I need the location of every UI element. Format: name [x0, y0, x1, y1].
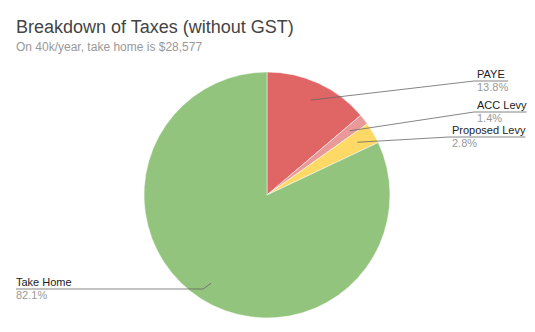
slice-value-label: 13.8%	[477, 81, 508, 93]
slice-label: PAYE	[477, 68, 505, 80]
leader-line	[16, 283, 211, 289]
slice-label: Take Home	[16, 276, 72, 288]
slices	[144, 72, 390, 318]
slice-value-label: 2.8%	[452, 137, 477, 149]
leader-line	[357, 137, 525, 142]
leader-line	[311, 81, 508, 100]
subtitle: On 40k/year, take home is $28,577	[16, 40, 202, 54]
slice-label: Proposed Levy	[452, 124, 526, 136]
chart-container: Breakdown of Taxes (without GST) On 40k/y…	[0, 0, 535, 332]
title: Breakdown of Taxes (without GST)	[16, 17, 294, 37]
data-labels: PAYE13.8% ACC Levy1.4%Proposed Levy2.8% Ta…	[16, 68, 527, 301]
slice-value-label: 82.1%	[16, 289, 47, 301]
slice-value-label: 1.4%	[477, 112, 502, 124]
slice-label: ACC Levy	[477, 99, 527, 111]
pie-slice	[144, 72, 390, 318]
chart: Breakdown of Taxes (without GST) On 40k/y…	[0, 0, 535, 332]
background	[0, 0, 535, 332]
